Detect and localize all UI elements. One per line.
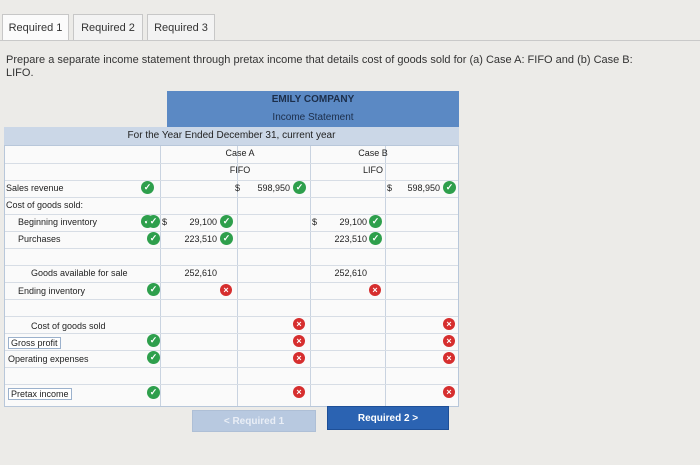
row-beginning-inventory[interactable]: Beginning inventory [18,217,98,227]
company-name: EMILY COMPANY [167,91,459,109]
case-b-sales[interactable]: 598,950 [407,183,440,193]
error-icon: × [443,386,455,398]
row-gross-profit[interactable]: Gross profit [8,337,61,349]
check-icon: ✓ [220,215,233,228]
check-icon: ✓ [147,351,160,364]
row-sales-revenue[interactable]: Sales revenue [6,183,64,193]
row-pretax-income[interactable]: Pretax income [8,388,72,400]
error-icon: × [293,352,305,364]
case-b-method: LIFO [362,165,383,175]
row-operating-expenses[interactable]: Operating expenses [8,354,89,364]
error-icon: × [293,335,305,347]
case-a-goods-available[interactable]: 252,610 [184,268,217,278]
case-a-beginning-dollar: $ [162,217,168,227]
check-icon: ✓ [293,181,306,194]
error-icon: × [293,318,305,330]
case-a-sales-dollar: $ [235,183,241,193]
error-icon: × [293,386,305,398]
row-cogs-heading[interactable]: Cost of goods sold: [6,200,84,210]
check-icon: ✓ [141,181,154,194]
case-b-purchases[interactable]: 223,510 [334,234,367,244]
tab-required-2[interactable]: Required 2 [73,14,143,40]
income-statement-table: Case A FIFO Case B LIFO Sales revenue Co… [4,145,459,407]
prev-button[interactable]: < Required 1 [192,410,316,432]
check-icon: ✓ [369,215,382,228]
tab-divider [0,40,700,41]
case-b-goods-available[interactable]: 252,610 [334,268,367,278]
check-icon: ✓ [147,283,160,296]
error-icon: × [220,284,232,296]
error-icon: × [443,335,455,347]
check-icon: ✓ [443,181,456,194]
case-a-method: FIFO [229,165,251,175]
row-goods-available[interactable]: Goods available for sale [31,268,128,278]
error-icon: × [443,318,455,330]
statement-title: Income Statement [167,109,459,127]
row-purchases[interactable]: Purchases [18,234,61,244]
row-ending-inventory[interactable]: Ending inventory [18,286,86,296]
case-b-beginning-dollar: $ [312,217,318,227]
statement-period: For the Year Ended December 31, current … [4,127,459,145]
row-cost-of-goods-sold[interactable]: Cost of goods sold [31,321,106,331]
case-a-header: Case A [225,148,255,158]
check-icon: ✓ [147,386,160,399]
check-icon: ✓ [369,232,382,245]
check-icon: ✓ [147,215,160,228]
case-a-sales[interactable]: 598,950 [257,183,290,193]
case-b-header: Case B [358,148,388,158]
instructions: Prepare a separate income statement thro… [6,54,633,79]
error-icon: × [443,352,455,364]
check-icon: ✓ [147,232,160,245]
next-button[interactable]: Required 2 > [327,406,449,430]
error-icon: × [369,284,381,296]
case-b-sales-dollar: $ [387,183,393,193]
check-icon: ✓ [220,232,233,245]
tab-required-3[interactable]: Required 3 [147,14,215,40]
case-a-beginning-inventory[interactable]: 29,100 [189,217,217,227]
case-a-purchases[interactable]: 223,510 [184,234,217,244]
tab-bar: Required 1 Required 2 Required 3 [0,0,700,40]
check-icon: ✓ [147,334,160,347]
case-b-beginning-inventory[interactable]: 29,100 [339,217,367,227]
tab-required-1[interactable]: Required 1 [2,14,69,40]
